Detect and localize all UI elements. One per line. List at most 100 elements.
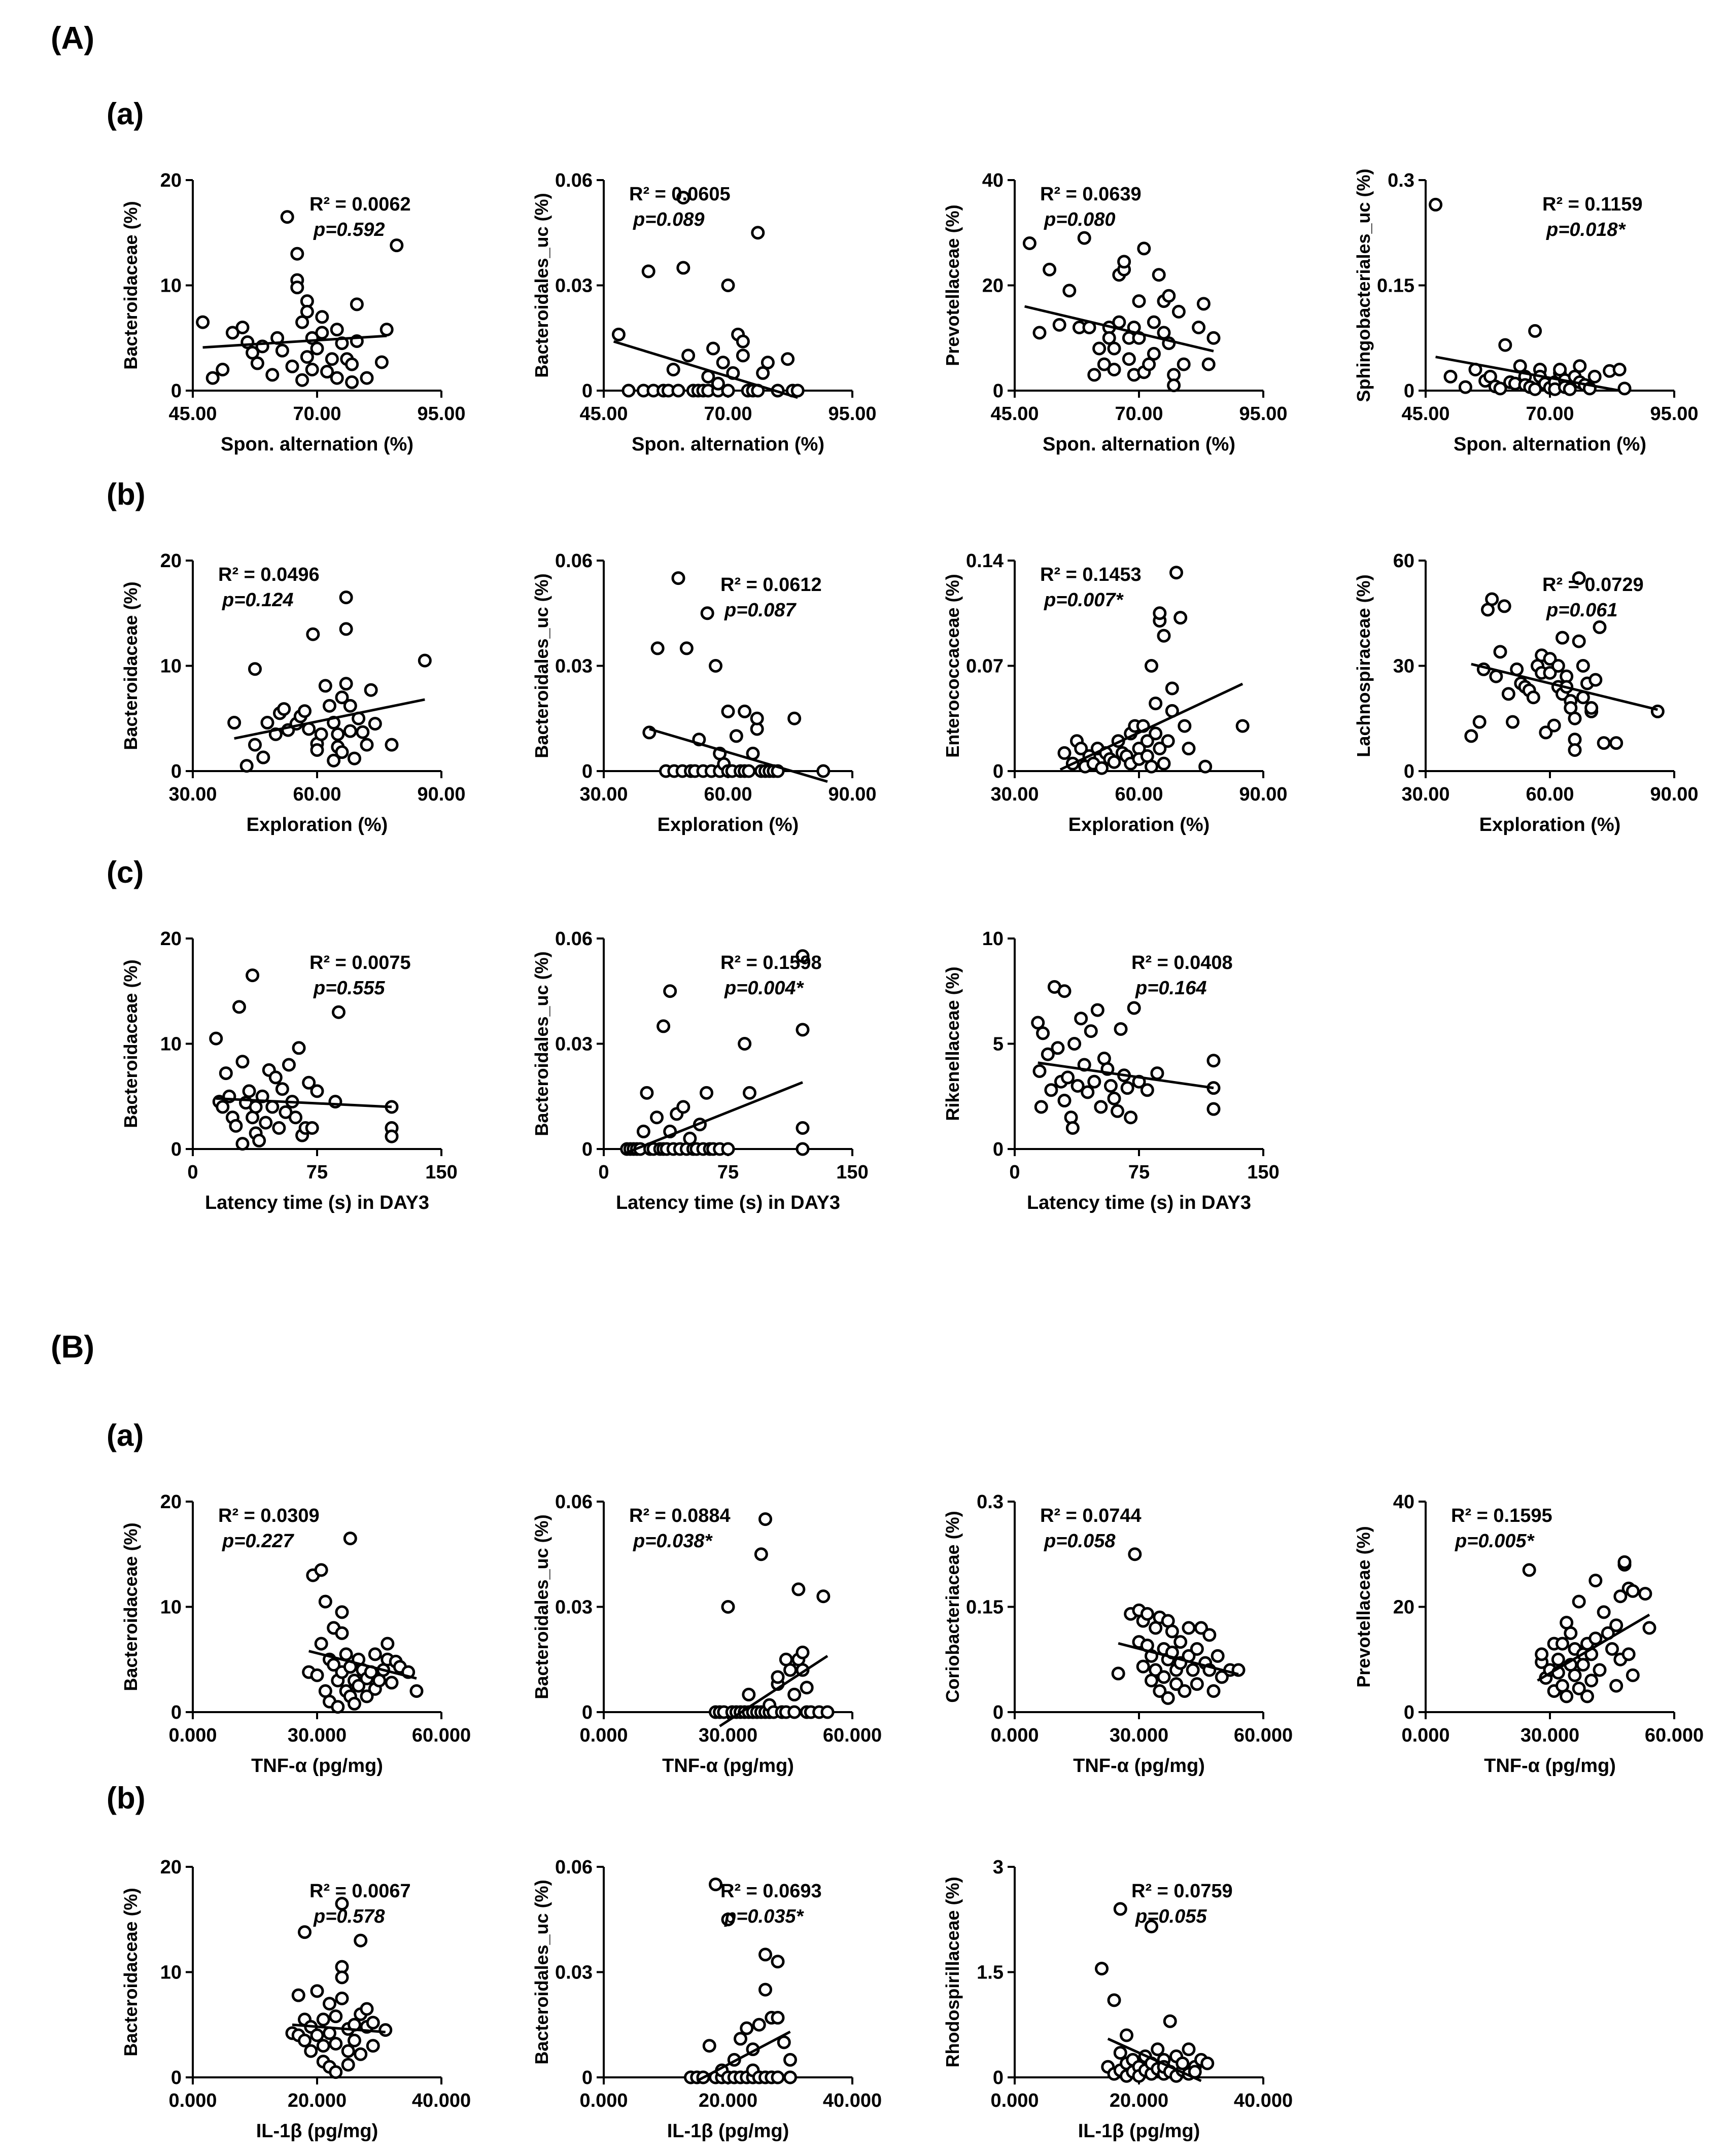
data-point <box>304 2044 318 2058</box>
data-point <box>1613 1589 1628 1604</box>
data-point <box>335 1897 349 1911</box>
data-point <box>248 662 262 676</box>
y-tick-label: 0.06 <box>555 170 593 191</box>
data-point <box>1113 1902 1127 1916</box>
x-tick-label: 60.00 <box>293 784 341 805</box>
data-point <box>676 1100 690 1114</box>
data-point <box>260 716 274 730</box>
y-tick-label: 0 <box>171 1702 182 1723</box>
y-tick-label: 0.03 <box>555 275 593 297</box>
data-point <box>227 716 241 730</box>
data-point <box>310 2028 324 2042</box>
y-tick-label: 0 <box>582 1139 593 1160</box>
data-point <box>1526 690 1540 705</box>
regression-line <box>649 727 828 783</box>
data-point <box>738 1037 752 1051</box>
data-point <box>820 1705 835 1719</box>
data-point <box>1572 1681 1586 1695</box>
data-point <box>758 1983 772 1997</box>
data-point <box>1145 659 1158 673</box>
data-point <box>1036 1026 1050 1040</box>
data-point <box>758 1512 772 1526</box>
data-point <box>343 1532 357 1546</box>
x-tick-label: 0.000 <box>990 2090 1039 2111</box>
y-axis-label: Rikenellaceae (%) <box>942 966 963 1121</box>
data-point <box>681 349 696 363</box>
y-tick-label: 0.3 <box>1388 170 1414 191</box>
scatter-plot: 0 10 20 0 75 150 Latency time (s) in DAY3 Bacte… <box>120 928 458 1213</box>
data-point <box>1572 571 1586 585</box>
data-point <box>736 349 750 363</box>
data-point <box>1206 1684 1221 1698</box>
data-point <box>275 343 289 358</box>
data-point <box>1111 1104 1125 1118</box>
data-point <box>1147 346 1161 361</box>
data-point <box>329 2037 343 2051</box>
y-tick-label: 20 <box>160 550 182 572</box>
section-label-A: (A) <box>51 21 95 56</box>
y-axis-label: Prevotellaceae (%) <box>942 204 963 366</box>
x-axis-label: Spon. alternation (%) <box>632 434 824 455</box>
y-tick-label: 0 <box>1404 380 1414 402</box>
data-point <box>1107 1091 1121 1105</box>
data-point <box>1140 734 1154 748</box>
y-tick-label: 30 <box>1393 656 1414 677</box>
data-point <box>1074 742 1088 756</box>
data-point <box>1609 1618 1624 1632</box>
y-axis-label: Bacteroidaceae (%) <box>120 959 141 1128</box>
r-squared-label: R² = 0.0884 <box>629 1505 731 1526</box>
data-point <box>1032 1064 1047 1078</box>
y-tick-label: 0.03 <box>555 656 593 677</box>
data-point <box>364 683 378 697</box>
data-point <box>345 357 359 371</box>
data-point <box>1472 715 1487 729</box>
x-tick-label: 70.00 <box>1115 403 1163 425</box>
data-point <box>1215 1670 1229 1684</box>
x-tick-label: 40.000 <box>412 2090 471 2111</box>
data-point <box>259 1116 273 1130</box>
data-point <box>331 727 345 741</box>
data-point <box>305 363 319 376</box>
data-point <box>787 1687 802 1701</box>
y-tick-label: 0.15 <box>966 1597 1004 1618</box>
r-squared-label: R² = 0.0744 <box>1040 1505 1142 1526</box>
data-point <box>1142 357 1156 371</box>
data-point <box>621 384 636 398</box>
data-point <box>771 1670 785 1684</box>
y-tick-label: 0 <box>582 1702 593 1723</box>
section-label-B: (B) <box>51 1330 95 1365</box>
data-point <box>252 1133 266 1147</box>
y-tick-label: 0 <box>1404 1702 1414 1723</box>
data-point <box>790 384 805 398</box>
data-point <box>1145 759 1158 774</box>
y-tick-label: 10 <box>160 1962 182 1984</box>
data-point <box>777 2035 791 2049</box>
x-tick-label: 95.00 <box>1239 403 1287 425</box>
data-point <box>1163 2014 1177 2028</box>
data-point <box>796 1121 810 1135</box>
y-tick-label: 10 <box>982 928 1004 950</box>
data-point <box>1074 1012 1088 1026</box>
p-value-label: p=0.089 <box>633 209 705 230</box>
data-point <box>711 376 725 391</box>
data-point <box>250 356 264 370</box>
data-point <box>310 1084 324 1098</box>
y-axis-label: Coriobacteriaceae (%) <box>942 1511 963 1702</box>
data-point <box>1092 341 1107 356</box>
data-point <box>1617 1555 1632 1569</box>
data-point <box>736 334 750 349</box>
data-point <box>1593 1663 1607 1677</box>
data-point <box>754 1547 768 1561</box>
data-point <box>318 679 332 693</box>
data-point <box>1095 761 1109 775</box>
data-point <box>330 371 344 385</box>
scatter-panel: 0 0.15 0.3 0.000 30.000 60.000 TNF-α (pg/mg) Co… <box>822 1456 1293 1791</box>
r-squared-label: R² = 0.0729 <box>1542 574 1644 596</box>
y-tick-label: 0.14 <box>966 550 1004 572</box>
data-point <box>1022 236 1037 250</box>
regression-line <box>308 1650 417 1680</box>
data-point <box>1111 1666 1125 1681</box>
data-point <box>277 702 291 716</box>
scatter-plot: 0 10 20 30.00 60.00 90.00 Exploration (%) Bacte… <box>120 550 466 836</box>
